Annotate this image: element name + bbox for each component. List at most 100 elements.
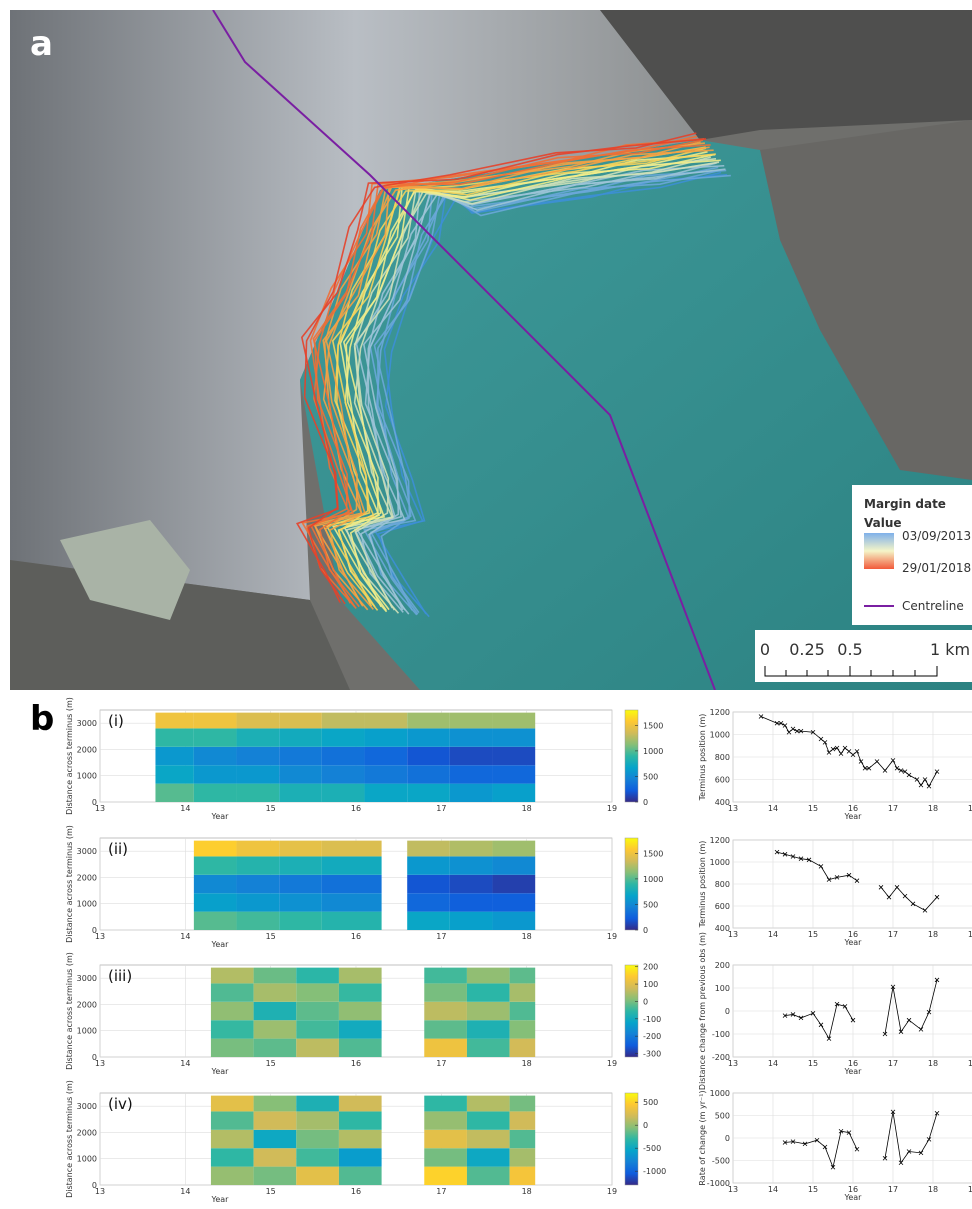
heat-cell xyxy=(253,1166,297,1185)
data-point xyxy=(882,768,888,773)
data-point xyxy=(890,758,896,763)
x-tick-label: 17 xyxy=(888,1059,898,1068)
x-tick-label: 18 xyxy=(522,1059,532,1068)
y-tick-label: 1000 xyxy=(77,1155,97,1164)
data-point xyxy=(910,901,916,907)
heat-cell xyxy=(279,856,322,875)
data-point xyxy=(798,1015,804,1021)
x-tick-label: 13 xyxy=(95,1187,105,1196)
data-point xyxy=(918,782,924,788)
heat-cell xyxy=(466,1020,510,1039)
x-tick-label: 15 xyxy=(808,930,818,939)
heat-cell xyxy=(236,746,280,766)
data-point xyxy=(826,1036,832,1041)
x-tick-label: 14 xyxy=(768,1059,778,1068)
heat-cell xyxy=(236,783,280,802)
heat-cell xyxy=(253,1038,297,1057)
data-point xyxy=(926,1137,932,1142)
heat-cell xyxy=(407,911,450,930)
x-tick-label: 19 xyxy=(968,1059,972,1068)
data-point xyxy=(898,1160,904,1166)
data-point xyxy=(790,1139,796,1144)
colorbar xyxy=(624,709,639,803)
rock xyxy=(600,10,972,140)
data-point xyxy=(826,750,832,755)
panel-label: b xyxy=(30,699,54,739)
legend-subtitle: Value xyxy=(864,516,902,530)
data-point xyxy=(790,854,796,859)
data-point xyxy=(890,984,896,990)
data-point xyxy=(894,765,900,771)
x-tick-label: 14 xyxy=(180,1059,190,1068)
colorbar-tick-label: 1500 xyxy=(643,849,663,858)
x-tick-label: 17 xyxy=(888,1185,898,1194)
data-point xyxy=(898,768,904,773)
y-tick-label: 600 xyxy=(715,776,730,785)
heat-cell xyxy=(279,874,322,894)
x-tick-label: 17 xyxy=(888,804,898,813)
data-point xyxy=(838,1128,844,1134)
heat-cell xyxy=(321,856,382,875)
x-tick-label: 14 xyxy=(180,1187,190,1196)
heat-cell xyxy=(338,1038,382,1057)
x-tick-label: 19 xyxy=(607,1059,617,1068)
heat-cell xyxy=(492,911,536,930)
data-point xyxy=(854,1146,860,1152)
heat-cell xyxy=(449,911,493,930)
y-tick-label: 0 xyxy=(725,1134,730,1143)
heat-cell xyxy=(321,911,382,930)
heat-cell xyxy=(509,1001,536,1021)
margin-line xyxy=(373,174,731,614)
heat-cell xyxy=(449,765,493,784)
heat-cell xyxy=(193,783,237,802)
heat-cell xyxy=(279,840,322,857)
heat-cell xyxy=(210,1166,254,1185)
x-axis-label: Year xyxy=(211,812,230,821)
heat-cell xyxy=(509,983,536,1002)
heat-cell xyxy=(210,1020,254,1039)
heat-cell xyxy=(210,1111,254,1130)
y-tick-label: 400 xyxy=(715,924,730,933)
pond xyxy=(60,520,190,620)
x-tick-label: 18 xyxy=(928,804,938,813)
heat-cell xyxy=(407,893,450,912)
heat-cell xyxy=(296,1020,339,1039)
panel-label: a xyxy=(30,24,53,64)
data-point xyxy=(846,749,852,754)
heat-cell xyxy=(407,712,450,729)
heat-cell xyxy=(492,893,536,912)
y-tick-label: 1000 xyxy=(710,1089,730,1098)
heat-cell xyxy=(296,1001,339,1021)
y-tick-label: 0 xyxy=(92,798,97,807)
y-tick-label: 3000 xyxy=(77,974,97,983)
heat-cell xyxy=(424,1020,467,1039)
y-tick-label: 100 xyxy=(715,984,730,993)
heat-cell xyxy=(253,967,297,984)
y-tick-label: 2000 xyxy=(77,1000,97,1009)
y-axis-label: Distance change from previous obs (m) xyxy=(698,932,707,1090)
shore xyxy=(760,120,972,480)
heat-cell xyxy=(492,746,536,766)
data-point xyxy=(818,864,824,869)
data-point xyxy=(790,726,796,732)
data-point xyxy=(834,1001,840,1007)
data-point xyxy=(758,714,764,719)
heat-cell xyxy=(155,783,194,802)
heat-cell xyxy=(236,840,280,857)
data-point xyxy=(782,852,788,857)
heat-cell xyxy=(253,1095,297,1112)
data-point xyxy=(922,777,928,782)
heat-cell xyxy=(338,967,382,984)
data-point xyxy=(774,720,780,726)
x-tick-label: 16 xyxy=(848,1059,858,1068)
legend-title: Margin date xyxy=(864,497,946,511)
heat-cell xyxy=(236,911,280,930)
heat-cell xyxy=(321,728,365,747)
data-point xyxy=(850,1017,856,1023)
heat-cell xyxy=(407,840,450,857)
data-point xyxy=(846,1130,852,1135)
centreline xyxy=(212,10,716,690)
panel-sublabel: (ii) xyxy=(108,840,128,858)
x-tick-label: 19 xyxy=(968,804,972,813)
y-axis-label: Rate of change (m yr⁻¹) xyxy=(698,1090,707,1185)
